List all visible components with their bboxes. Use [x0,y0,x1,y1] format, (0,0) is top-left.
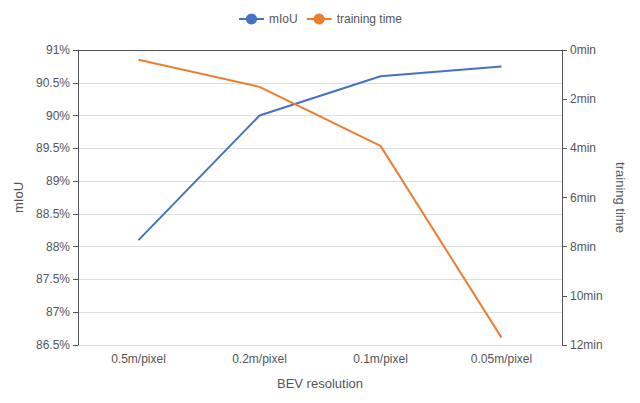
svg-text:90.5%: 90.5% [36,76,70,90]
svg-text:88%: 88% [46,240,70,254]
svg-text:12min: 12min [570,338,603,352]
svg-text:4min: 4min [570,141,596,155]
svg-text:6min: 6min [570,191,596,205]
svg-text:89%: 89% [46,174,70,188]
svg-text:0min: 0min [570,43,596,57]
svg-text:87%: 87% [46,305,70,319]
svg-text:mIoU: mIoU [11,182,26,213]
svg-text:0.5m/pixel: 0.5m/pixel [111,352,166,366]
svg-text:87.5%: 87.5% [36,272,70,286]
svg-text:BEV resolution: BEV resolution [277,376,363,391]
svg-text:86.5%: 86.5% [36,338,70,352]
svg-text:training time: training time [337,12,403,26]
svg-text:90%: 90% [46,109,70,123]
svg-text:0.1m/pixel: 0.1m/pixel [353,352,408,366]
svg-text:91%: 91% [46,43,70,57]
svg-text:88.5%: 88.5% [36,207,70,221]
svg-text:mIoU: mIoU [269,12,298,26]
svg-text:2min: 2min [570,92,596,106]
svg-text:0.05m/pixel: 0.05m/pixel [471,352,532,366]
svg-text:89.5%: 89.5% [36,141,70,155]
svg-text:8min: 8min [570,240,596,254]
svg-text:0.2m/pixel: 0.2m/pixel [232,352,287,366]
svg-text:10min: 10min [570,289,603,303]
svg-text:training time: training time [613,162,628,233]
